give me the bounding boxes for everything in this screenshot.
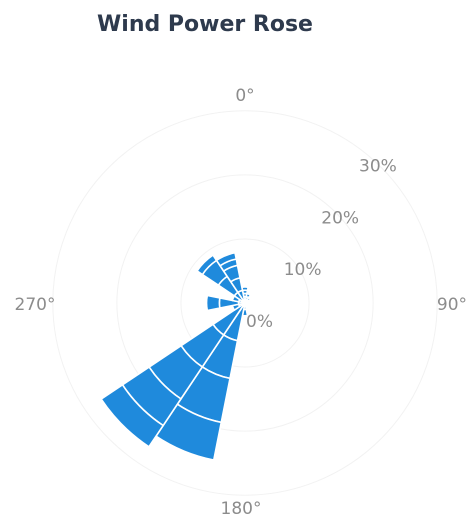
radial-tick-label-0: 0% — [246, 312, 273, 332]
sector-225-band-4 — [100, 384, 164, 448]
radial-grid — [52, 110, 438, 496]
radial-tick-label-30: 30% — [359, 157, 397, 177]
radial-tick-label-10: 10% — [284, 260, 322, 280]
direction-label-south: 180° — [221, 499, 262, 519]
direction-label-north: 0° — [235, 86, 254, 106]
chart-title: Wind Power Rose — [97, 12, 313, 37]
axis-labels: 0° 90° 180° 270° — [15, 86, 468, 519]
radial-tick-labels: 0% 10% 20% 30% — [246, 157, 397, 333]
direction-label-east: 90° — [437, 295, 467, 315]
grid-ring-10 — [180, 238, 310, 368]
rose-sectors — [100, 251, 252, 461]
grid-ring-30 — [52, 110, 438, 496]
direction-label-west: 270° — [15, 295, 56, 315]
sector-270-band-2 — [205, 294, 221, 312]
sector-337.5-band-4 — [215, 251, 238, 267]
grid-ring-20 — [116, 174, 374, 432]
radial-tick-label-20: 20% — [321, 208, 359, 228]
